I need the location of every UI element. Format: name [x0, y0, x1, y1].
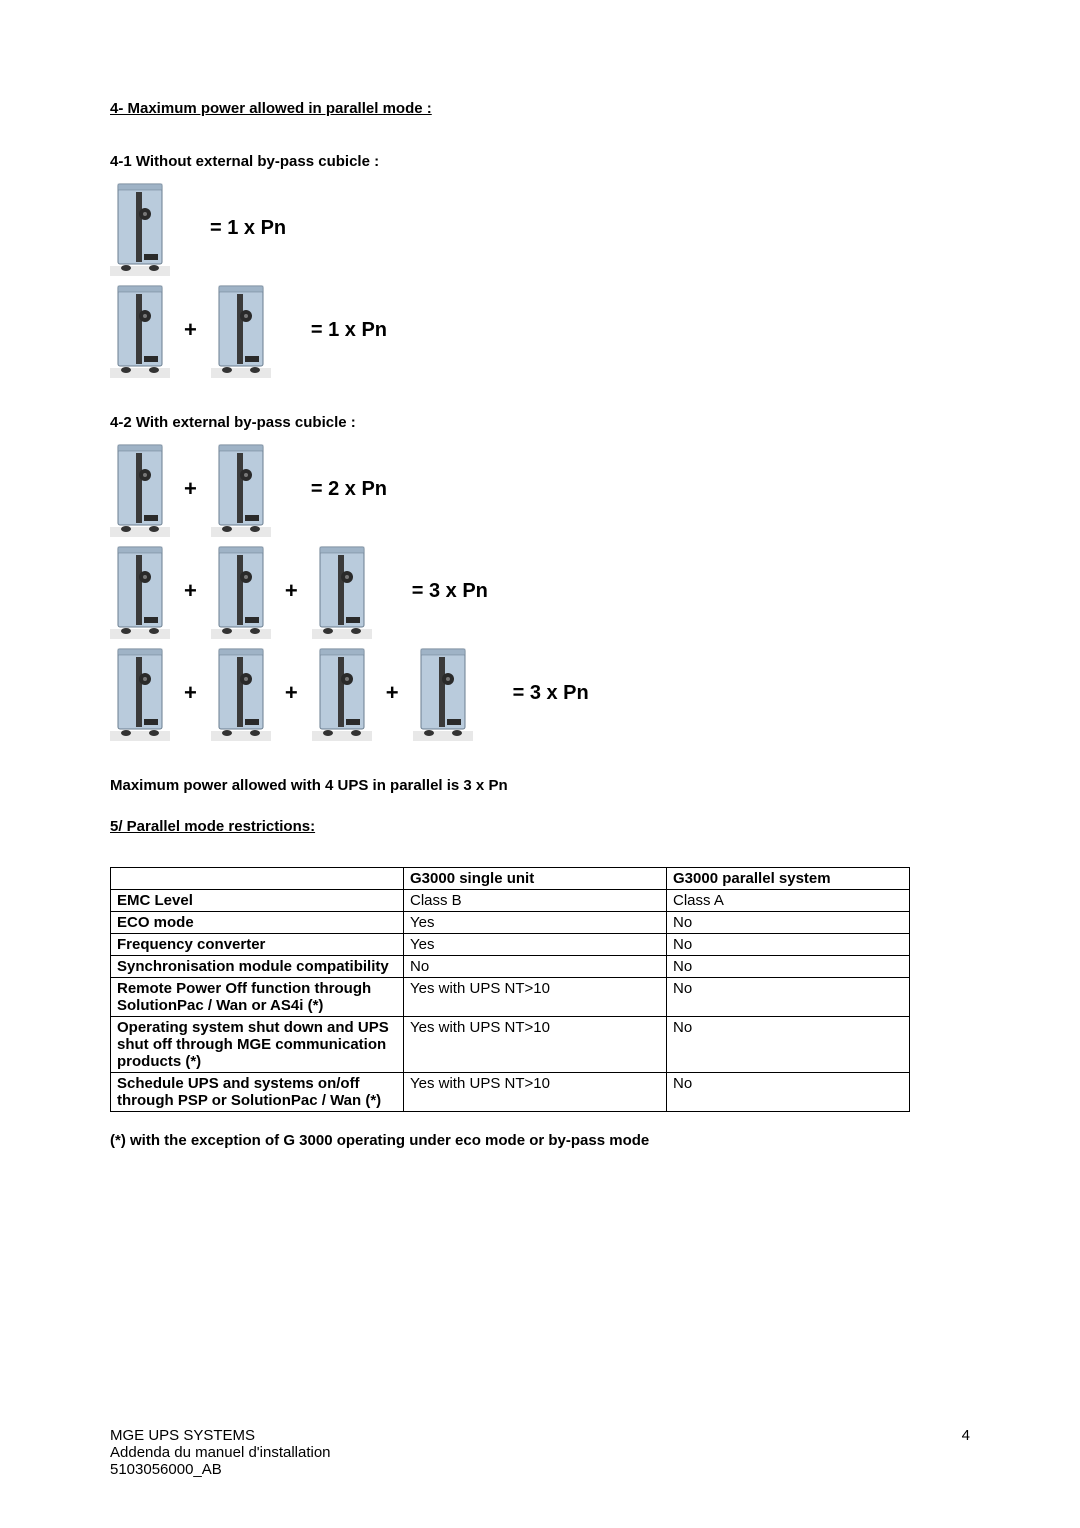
footer-line-3: 5103056000_AB [110, 1461, 970, 1478]
cell-parallel: No [667, 934, 910, 956]
cell-parallel: No [667, 1073, 910, 1112]
ups-icon [312, 543, 372, 639]
cell-parallel: No [667, 978, 910, 1017]
page-number: 4 [962, 1427, 970, 1444]
eq-2ups-ext: = 2 x Pn [311, 478, 387, 501]
row-label: Remote Power Off function through Soluti… [111, 978, 404, 1017]
row-2ups-noext: + = 1 x Pn [110, 282, 970, 378]
cell-parallel: Class A [667, 890, 910, 912]
table-row: ECO modeYesNo [111, 912, 910, 934]
ups-icon [413, 645, 473, 741]
section-5-title: 5/ Parallel mode restrictions: [110, 818, 970, 835]
table-row: Operating system shut down and UPS shut … [111, 1017, 910, 1073]
plus-sign: + [184, 476, 197, 502]
row-2ups-ext: + = 2 x Pn [110, 441, 970, 537]
row-label: Operating system shut down and UPS shut … [111, 1017, 404, 1073]
col-header-empty [111, 868, 404, 890]
cell-single: Yes [404, 934, 667, 956]
cell-single: Yes [404, 912, 667, 934]
cell-parallel: No [667, 1017, 910, 1073]
ups-icon [110, 543, 170, 639]
ups-icon [211, 645, 271, 741]
row-1ups: = 1 x Pn [110, 180, 970, 276]
footer-line-1: MGE UPS SYSTEMS [110, 1427, 970, 1444]
cell-single: Yes with UPS NT>10 [404, 978, 667, 1017]
plus-sign: + [184, 680, 197, 706]
row-label: Synchronisation module compatibility [111, 956, 404, 978]
col-header-single: G3000 single unit [404, 868, 667, 890]
col-header-parallel: G3000 parallel system [667, 868, 910, 890]
ups-icon [110, 645, 170, 741]
table-row: Schedule UPS and systems on/off through … [111, 1073, 910, 1112]
section-4-title: 4- Maximum power allowed in parallel mod… [110, 100, 970, 117]
row-4ups-ext: + + + [110, 645, 970, 741]
plus-sign: + [285, 578, 298, 604]
table-footnote: (*) with the exception of G 3000 operati… [110, 1132, 970, 1149]
eq-4ups-ext: = 3 x Pn [513, 682, 589, 705]
table-row: Synchronisation module compatibilityNoNo [111, 956, 910, 978]
ups-icon [211, 441, 271, 537]
ups-icon [110, 441, 170, 537]
row-3ups-ext: + + = 3 x Pn [110, 543, 970, 639]
page-footer: MGE UPS SYSTEMS Addenda du manuel d'inst… [110, 1427, 970, 1478]
row-label: Frequency converter [111, 934, 404, 956]
eq-1ups: = 1 x Pn [210, 217, 286, 240]
eq-2ups-noext: = 1 x Pn [311, 319, 387, 342]
cell-single: Yes with UPS NT>10 [404, 1017, 667, 1073]
plus-sign: + [184, 578, 197, 604]
table-header-row: G3000 single unit G3000 parallel system [111, 868, 910, 890]
table-row: Remote Power Off function through Soluti… [111, 978, 910, 1017]
restrictions-table: G3000 single unit G3000 parallel system … [110, 867, 910, 1112]
cell-single: No [404, 956, 667, 978]
eq-3ups-ext: = 3 x Pn [412, 580, 488, 603]
section-4-1-title: 4-1 Without external by-pass cubicle : [110, 153, 970, 170]
row-label: ECO mode [111, 912, 404, 934]
plus-sign: + [386, 680, 399, 706]
cell-parallel: No [667, 956, 910, 978]
ups-icon [312, 645, 372, 741]
ups-icon [110, 282, 170, 378]
plus-sign: + [184, 317, 197, 343]
max-power-note: Maximum power allowed with 4 UPS in para… [110, 777, 970, 794]
table-row: EMC LevelClass BClass A [111, 890, 910, 912]
plus-sign: + [285, 680, 298, 706]
cell-single: Class B [404, 890, 667, 912]
cell-parallel: No [667, 912, 910, 934]
ups-icon [110, 180, 170, 276]
section-4-2-title: 4-2 With external by-pass cubicle : [110, 414, 970, 431]
row-label: Schedule UPS and systems on/off through … [111, 1073, 404, 1112]
ups-icon [211, 543, 271, 639]
cell-single: Yes with UPS NT>10 [404, 1073, 667, 1112]
row-label: EMC Level [111, 890, 404, 912]
table-row: Frequency converterYesNo [111, 934, 910, 956]
footer-line-2: Addenda du manuel d'installation [110, 1444, 970, 1461]
ups-icon [211, 282, 271, 378]
